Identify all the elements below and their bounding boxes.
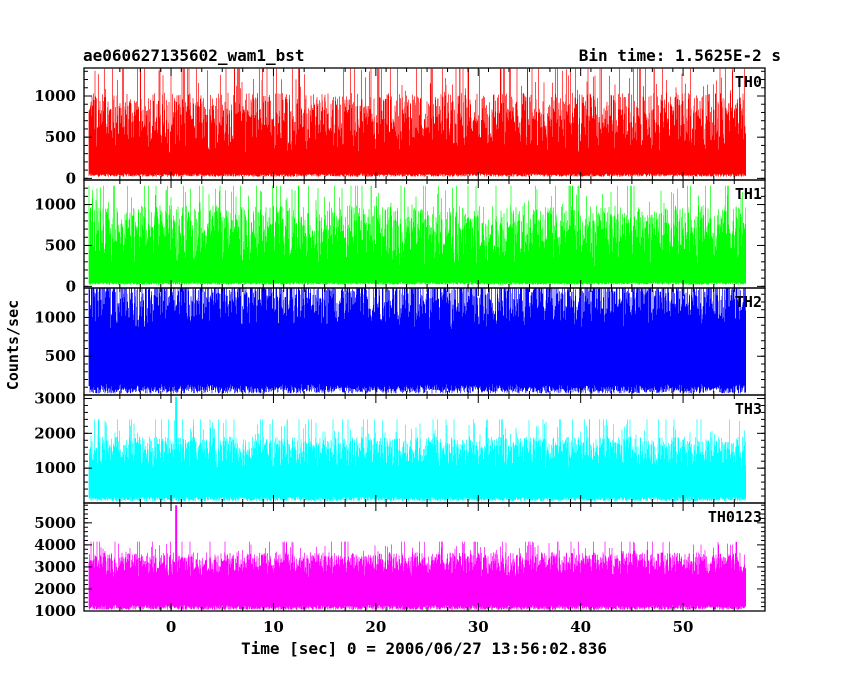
y-tick-label: 1000: [34, 87, 76, 105]
y-tick-label: 500: [45, 236, 76, 254]
series-th1-line: [88, 185, 747, 285]
panel-label-th2: TH2: [735, 293, 762, 311]
panel-th0: 0 500 1000 TH0: [34, 67, 766, 187]
series-th3-line: [88, 419, 747, 502]
y-tick-label: 1000: [34, 308, 76, 326]
y-tick-label: 0: [66, 169, 76, 187]
panel-label-th1: TH1: [735, 185, 762, 203]
y-tick-label: 5000: [34, 514, 76, 532]
y-tick-label: 1000: [34, 602, 76, 620]
y-tick-label: 2000: [34, 424, 76, 442]
panel-label-th0: TH0: [735, 73, 762, 91]
x-tick-label: 40: [570, 618, 591, 636]
x-tick-label: 50: [673, 618, 694, 636]
x-axis-label: Time [sec] 0 = 2006/06/27 13:56:02.836: [241, 639, 607, 658]
x-tick-label: 20: [365, 618, 386, 636]
x-tick-labels: 0 10 20 30 40 50: [166, 618, 694, 636]
panel-label-th0123: TH0123: [708, 508, 762, 526]
y-tick-label: 1000: [34, 459, 76, 477]
chart-title: ae060627135602_wam1_bst: [83, 46, 305, 65]
panel-frame: [83, 502, 766, 612]
y-tick-label: 1000: [34, 196, 76, 214]
panel-th0123: 1000 2000 3000 4000 5000 TH0123: [34, 502, 766, 620]
y-axis-label: Counts/sec: [4, 300, 22, 390]
y-tick-label: 500: [45, 128, 76, 146]
x-tick-label: 0: [166, 618, 176, 636]
y-tick-label: 2000: [34, 580, 76, 598]
y-tick-label: 0: [66, 277, 76, 295]
panels-layer: 0 500 1000 TH0 0 500 1000 TH1 500 1000 TH2 1000 2000…: [34, 67, 766, 620]
panel-label-th3: TH3: [735, 400, 762, 418]
y-tick-label: 3000: [34, 558, 76, 576]
x-tick-label: 30: [468, 618, 489, 636]
x-tick-label: 10: [263, 618, 284, 636]
chart-subtitle: Bin time: 1.5625E-2 s: [579, 46, 781, 65]
y-tick-label: 4000: [34, 536, 76, 554]
y-tick-label: 500: [45, 347, 76, 365]
series-th0-line: [88, 68, 747, 177]
panel-th1: 0 500 1000 TH1: [34, 179, 766, 295]
y-tick-label: 3000: [34, 389, 76, 407]
series-th2-line: [88, 288, 747, 394]
series-th0123-line: [88, 541, 747, 610]
panel-th3: 1000 2000 3000 TH3: [34, 389, 766, 504]
panel-th2: 500 1000 TH2: [34, 287, 766, 396]
